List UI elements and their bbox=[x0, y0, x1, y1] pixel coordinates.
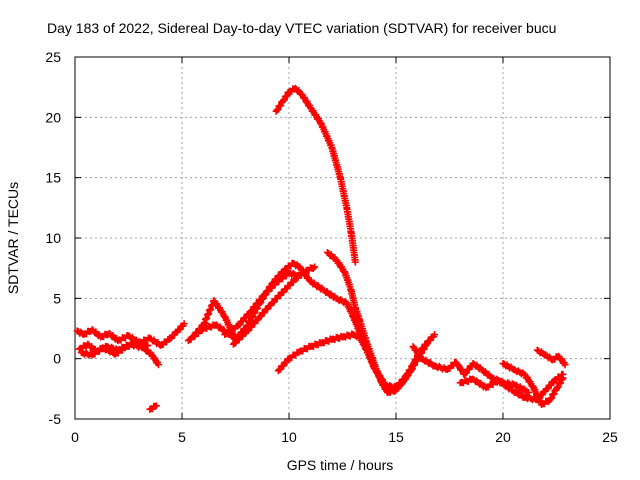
series-pass-8 bbox=[229, 263, 319, 348]
x-tick-label: 5 bbox=[178, 429, 186, 445]
series-pass-15 bbox=[533, 346, 569, 369]
chart-title: Day 183 of 2022, Sidereal Day-to-day VTE… bbox=[47, 20, 556, 36]
y-tick-label: -5 bbox=[49, 411, 62, 427]
data-point-markers bbox=[324, 248, 424, 397]
y-tick-label: 20 bbox=[45, 109, 61, 125]
data-point-markers bbox=[77, 338, 152, 359]
series-pass-13 bbox=[456, 370, 567, 404]
x-tick-label: 15 bbox=[388, 429, 404, 445]
y-tick-label: 5 bbox=[53, 290, 61, 306]
x-tick-label: 25 bbox=[602, 429, 618, 445]
data-point-markers bbox=[272, 84, 359, 266]
y-axis-label: SDTVAR / TECUs bbox=[5, 182, 21, 294]
data-point-markers bbox=[229, 263, 319, 348]
data-point-markers bbox=[221, 269, 302, 339]
series-pass-11 bbox=[324, 248, 424, 397]
x-tick-label: 10 bbox=[281, 429, 297, 445]
x-tick-label: 20 bbox=[495, 429, 511, 445]
data-points bbox=[73, 84, 569, 413]
series-pass-7 bbox=[221, 269, 302, 339]
data-point-markers bbox=[499, 359, 567, 409]
data-point-markers bbox=[533, 346, 569, 369]
y-tick-label: 25 bbox=[45, 49, 61, 65]
y-tick-label: 10 bbox=[45, 230, 61, 246]
x-tick-label: 0 bbox=[71, 429, 79, 445]
series-pass-6 bbox=[184, 259, 430, 392]
grid-lines bbox=[75, 57, 610, 419]
x-axis-label: GPS time / hours bbox=[287, 457, 394, 473]
series-pass-14 bbox=[499, 359, 567, 409]
axis-ticks: 0 5 10 15 20 25 -5 0 5 10 15 20 25 bbox=[45, 49, 618, 445]
series-pass-4 bbox=[146, 402, 160, 413]
y-tick-label: 15 bbox=[45, 170, 61, 186]
data-point-markers bbox=[146, 402, 160, 413]
y-tick-label: 0 bbox=[53, 351, 61, 367]
series-pass-3 bbox=[77, 338, 152, 359]
data-point-markers bbox=[456, 370, 567, 404]
series-pass-10 bbox=[272, 84, 359, 266]
data-point-markers bbox=[184, 259, 430, 392]
